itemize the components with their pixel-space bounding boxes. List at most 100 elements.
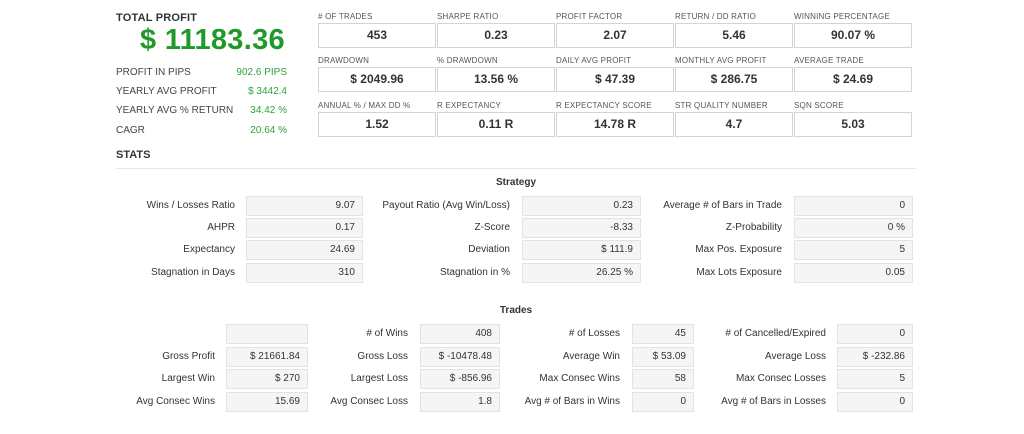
metric-value: 2.07: [556, 23, 674, 48]
metric-card: WINNING PERCENTAGE 90.07 %: [794, 11, 912, 48]
strategy-heading: Strategy: [495, 177, 536, 188]
metric-card: SHARPE RATIO 0.23: [437, 11, 555, 48]
metric-card: AVERAGE TRADE $ 24.69: [794, 55, 912, 92]
trades-value: $ 21661.84: [226, 347, 308, 367]
trades-value: 58: [632, 369, 694, 389]
strategy-label: Wins / Losses Ratio: [146, 200, 235, 211]
metric-card: DAILY AVG PROFIT $ 47.39: [556, 55, 674, 92]
strategy-label: Average # of Bars in Trade: [663, 200, 782, 211]
trades-label: # of Cancelled/Expired: [725, 328, 826, 339]
trades-value: 0: [837, 392, 913, 412]
metric-label: % DRAWDOWN: [437, 56, 498, 65]
trades-label: Avg Consec Loss: [330, 396, 408, 407]
stats-heading: STATS: [116, 149, 151, 161]
metric-value: 14.78 R: [556, 112, 674, 137]
metric-label: AVERAGE TRADE: [794, 56, 864, 65]
trades-value: $ -10478.48: [420, 347, 500, 367]
metric-label: DRAWDOWN: [318, 56, 370, 65]
strategy-value: 9.07: [246, 196, 363, 216]
metric-label: STR QUALITY NUMBER: [675, 101, 768, 110]
summary-row-label: YEARLY AVG PROFIT: [116, 86, 217, 97]
trades-label: Average Loss: [765, 351, 826, 362]
metric-value: 1.52: [318, 112, 436, 137]
trades-label: Max Consec Wins: [539, 373, 620, 384]
summary-row-value: 34.42 %: [250, 105, 287, 116]
trades-label: Max Consec Losses: [735, 373, 826, 384]
strategy-value: 0: [794, 196, 913, 216]
metric-value: 13.56 %: [437, 67, 555, 92]
metric-card: STR QUALITY NUMBER 4.7: [675, 100, 793, 137]
summary-row-value: 902.6 PIPS: [236, 67, 287, 78]
metric-card: DRAWDOWN $ 2049.96: [318, 55, 436, 92]
trades-value: 15.69: [226, 392, 308, 412]
metric-card: R EXPECTANCY 0.11 R: [437, 100, 555, 137]
metric-label: SHARPE RATIO: [437, 12, 499, 21]
metric-value: 0.23: [437, 23, 555, 48]
metric-label: SQN SCORE: [794, 101, 844, 110]
trades-label: # of Losses: [568, 328, 620, 339]
metric-label: # OF TRADES: [318, 12, 373, 21]
trades-label: Gross Profit: [162, 351, 215, 362]
strategy-value: 24.69: [246, 240, 363, 260]
trades-value: 45: [632, 324, 694, 344]
metric-label: R EXPECTANCY SCORE: [556, 101, 652, 110]
summary-row-value: $ 3442.4: [248, 86, 287, 97]
metric-card: R EXPECTANCY SCORE 14.78 R: [556, 100, 674, 137]
total-profit-label: TOTAL PROFIT: [116, 12, 198, 24]
metric-card: RETURN / DD RATIO 5.46: [675, 11, 793, 48]
metric-label: ANNUAL % / MAX DD %: [318, 101, 411, 110]
strategy-label: Max Pos. Exposure: [695, 244, 782, 255]
metric-value: 5.03: [794, 112, 912, 137]
summary-row-yearly-avg-return: YEARLY AVG % RETURN 34.42 %: [116, 105, 287, 116]
metric-value: $ 2049.96: [318, 67, 436, 92]
metric-value: 453: [318, 23, 436, 48]
strategy-label: Z-Score: [474, 222, 510, 233]
metric-card: MONTHLY AVG PROFIT $ 286.75: [675, 55, 793, 92]
trades-value: 408: [420, 324, 500, 344]
metric-value: 90.07 %: [794, 23, 912, 48]
strategy-label: Deviation: [468, 244, 510, 255]
trades-label: [100, 324, 215, 344]
stats-divider: [116, 168, 916, 169]
metric-card: ANNUAL % / MAX DD % 1.52: [318, 100, 436, 137]
strategy-label: Stagnation in %: [439, 267, 510, 278]
summary-row-label: YEARLY AVG % RETURN: [116, 105, 234, 116]
strategy-label: Z-Probability: [725, 222, 782, 233]
strategy-label: Max Lots Exposure: [696, 267, 782, 278]
metric-card: PROFIT FACTOR 2.07: [556, 11, 674, 48]
strategy-value: 5: [794, 240, 913, 260]
trades-value: 0: [837, 324, 913, 344]
strategy-value: 0.17: [246, 218, 363, 238]
metric-label: PROFIT FACTOR: [556, 12, 623, 21]
summary-row-yearly-avg-profit: YEARLY AVG PROFIT $ 3442.4: [116, 86, 287, 97]
trades-label: Largest Loss: [350, 373, 408, 384]
strategy-label: Payout Ratio (Avg Win/Loss): [382, 200, 510, 211]
summary-row-profit-in-pips: PROFIT IN PIPS 902.6 PIPS: [116, 67, 287, 78]
strategy-label: Expectancy: [183, 244, 235, 255]
summary-row-value: 20.64 %: [250, 125, 287, 136]
trades-heading: Trades: [499, 305, 533, 316]
total-profit-value: $ 11183.36: [140, 24, 285, 56]
trades-value: $ -232.86: [837, 347, 913, 367]
strategy-value: -8.33: [522, 218, 641, 238]
metric-card: SQN SCORE 5.03: [794, 100, 912, 137]
strategy-value: 310: [246, 263, 363, 283]
trades-value: 5: [837, 369, 913, 389]
trades-value: 1.8: [420, 392, 500, 412]
strategy-label: Stagnation in Days: [151, 267, 235, 278]
trades-label: Avg Consec Wins: [136, 396, 215, 407]
trades-value: [226, 324, 308, 344]
strategy-label: AHPR: [207, 222, 235, 233]
metric-card: # OF TRADES 453: [318, 11, 436, 48]
trades-label: Gross Loss: [357, 351, 408, 362]
metric-label: WINNING PERCENTAGE: [794, 12, 890, 21]
strategy-value: 0 %: [794, 218, 913, 238]
trades-label: Largest Win: [161, 373, 215, 384]
metric-label: DAILY AVG PROFIT: [556, 56, 632, 65]
metric-label: MONTHLY AVG PROFIT: [675, 56, 767, 65]
trades-value: $ 270: [226, 369, 308, 389]
strategy-value: 0.23: [522, 196, 641, 216]
metric-label: R EXPECTANCY: [437, 101, 502, 110]
strategy-value: 0.05: [794, 263, 913, 283]
metric-value: $ 47.39: [556, 67, 674, 92]
